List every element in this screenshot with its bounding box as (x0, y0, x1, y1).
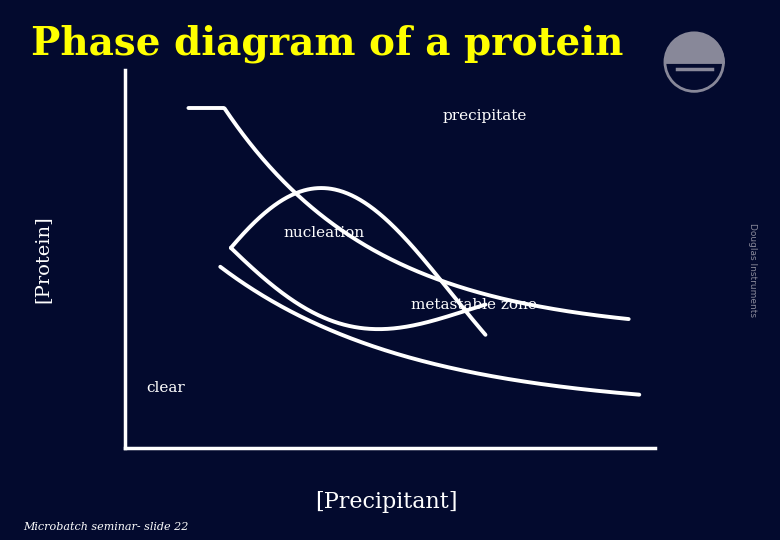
Text: metastable zone: metastable zone (411, 298, 537, 312)
Text: [Precipitant]: [Precipitant] (315, 491, 457, 513)
Text: [Protein]: [Protein] (34, 215, 52, 303)
Text: Microbatch seminar- slide 22: Microbatch seminar- slide 22 (23, 522, 189, 532)
Text: precipitate: precipitate (443, 109, 527, 123)
Text: nucleation: nucleation (284, 226, 365, 240)
Text: Phase diagram of a protein: Phase diagram of a protein (31, 24, 624, 63)
Text: clear: clear (146, 381, 185, 395)
Text: Douglas Instruments: Douglas Instruments (748, 223, 757, 317)
